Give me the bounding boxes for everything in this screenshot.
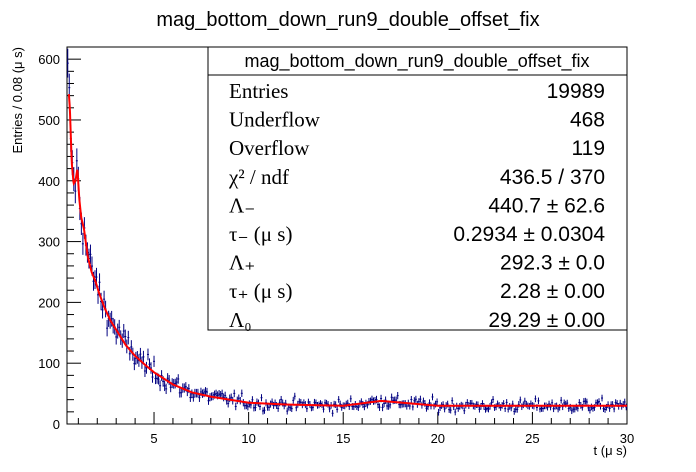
y-tick-label: 300: [38, 235, 60, 250]
y-tick-label: 200: [38, 295, 60, 310]
y-tick-label: 100: [38, 356, 60, 371]
stats-row-value: 436.5 / 370: [500, 166, 605, 189]
x-tick-label: 20: [431, 431, 445, 446]
stats-row-value: 19989: [547, 80, 605, 103]
stats-row-label: Λ₊: [229, 251, 255, 275]
stats-rows: Entries 19989 Underflow 468 Overflow 119 χ² / …: [228, 79, 605, 332]
stats-row-label: Overflow: [229, 136, 310, 160]
stats-row-label: χ² / ndf: [228, 165, 289, 189]
x-tick-label: 10: [241, 431, 255, 446]
x-tick-label: 30: [620, 431, 634, 446]
y-tick-label: 0: [53, 417, 60, 432]
stats-row-value: 2.28 ± 0.00: [500, 280, 605, 303]
y-tick-label: 500: [38, 113, 60, 128]
fit-curve: [67, 94, 627, 407]
y-tick-label: 400: [38, 174, 60, 189]
y-axis-label: Entries / 0.08 (μ s): [10, 47, 25, 153]
stats-row-value: 440.7 ± 62.6: [488, 194, 605, 217]
stats-row-value: 29.29 ± 0.00: [488, 309, 605, 332]
stats-row-label: Entries: [229, 79, 288, 103]
x-tick-label: 15: [336, 431, 350, 446]
stats-row-value: 468: [570, 109, 605, 132]
stats-row-label: Underflow: [229, 108, 321, 132]
stats-box-header: mag_bottom_down_run9_double_offset_fix: [245, 51, 590, 72]
x-tick-label: 25: [525, 431, 539, 446]
stats-row-label: τ₊ (μ s): [229, 279, 292, 303]
stats-row-value: 0.2934 ± 0.0304: [453, 223, 605, 246]
stats-box: mag_bottom_down_run9_double_offset_fix E…: [207, 46, 628, 332]
y-axis: 0 100 200 300 400 500 600: [38, 46, 81, 432]
stats-row-value: 292.3 ± 0.0: [500, 252, 605, 275]
x-axis-label: t (μ s): [594, 443, 627, 458]
stats-row-label: Λ₋: [229, 193, 255, 217]
y-tick-label: 600: [38, 52, 60, 67]
stats-row-label: τ₋ (μ s): [229, 222, 292, 246]
x-axis: 5 10 15 20 25 30: [77, 412, 634, 446]
x-tick-label: 5: [150, 431, 157, 446]
stats-row-value: 119: [572, 137, 605, 160]
stats-box-frame: [207, 46, 628, 331]
chart-title: mag_bottom_down_run9_double_offset_fix: [156, 9, 539, 31]
stats-row-label: Λ₀: [229, 308, 252, 332]
